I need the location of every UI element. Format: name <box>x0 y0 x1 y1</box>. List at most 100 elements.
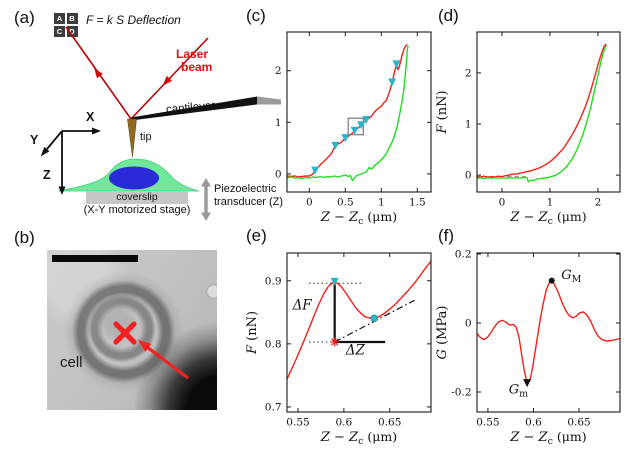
panel-c-label: (c) <box>246 6 266 25</box>
d-series-retract <box>476 44 607 183</box>
laser-beam-label-line2: beam <box>181 60 213 74</box>
c-ytick-label: 1 <box>275 117 282 129</box>
c-series-retract <box>286 45 409 182</box>
d-yaxis-label: F (nN) <box>435 90 450 134</box>
c-marker-tri-2 <box>341 134 350 143</box>
f-chart-svg: Gm GM 0.55 0.6 0.65 -0.2 0 0.2 Z − Zc (μm) G (MPa… <box>435 249 621 447</box>
e-xtick-label: 0.65 <box>378 417 401 429</box>
c-annotation-box <box>347 117 364 136</box>
c-marker-tri-0 <box>311 166 320 175</box>
c-marker-tri-3 <box>350 126 359 135</box>
e-ytick-label: 0.7 <box>265 401 282 413</box>
chart-panel-e: ΔF ΔZ 0.55 0.6 0.65 0.7 0.8 0.9 Z − Zc (μm) F (nN… <box>240 228 444 458</box>
c-xtick-label: 1 <box>378 197 385 209</box>
chart-panel-c: 0 0.5 1 1.5 0 1 2 Z − Zc (μm) <box>240 0 444 228</box>
f-annotation-text-0: Gm <box>509 383 528 400</box>
d-xaxis-label: Z − Zc (μm) <box>509 209 586 227</box>
c-ytick-label: 2 <box>275 65 282 77</box>
photodiode-quadrant-b: B <box>66 13 78 24</box>
e-series-force <box>286 260 432 380</box>
d-axes-box <box>476 31 621 193</box>
e-ytick-label: 0.9 <box>265 275 282 287</box>
panel-b-label: (b) <box>14 228 35 247</box>
e-marker-tri-0 <box>330 277 339 286</box>
e-annotation-text-5: ΔF <box>292 297 313 313</box>
c-chart-svg: 0 0.5 1 1.5 0 1 2 Z − Zc (μm) <box>275 31 432 227</box>
d-ytick-label: 1 <box>465 119 472 131</box>
afm-tip-shape <box>127 118 137 158</box>
panel-d-label: (d) <box>438 6 459 25</box>
e-chart-svg: ΔF ΔZ 0.55 0.6 0.65 0.7 0.8 0.9 Z − Zc (μm) F (nN… <box>245 252 432 447</box>
chart-panel-d: 0 1 2 0 1 2 Z − Zc (μm) F (nN) <box>430 0 644 228</box>
photodiode-quadrant-c: C <box>54 25 65 37</box>
f-ytick-label: 0.2 <box>455 249 472 261</box>
d-xtick-label: 0 <box>499 197 506 209</box>
c-xtick-label: 1.5 <box>409 197 426 209</box>
laser-beam-label: Laser beam <box>176 48 212 74</box>
e-xaxis-label: Z − Zc (μm) <box>320 429 397 447</box>
c-series-approach <box>286 44 408 178</box>
cell-nucleus-shape <box>109 166 159 190</box>
c-marker-tri-7 <box>392 60 401 69</box>
panel-a-label: (a) <box>14 8 35 27</box>
cantilever-shape <box>131 96 257 121</box>
e-marker-ast-2 <box>330 337 340 347</box>
f-yaxis-label: G (MPa) <box>435 306 450 360</box>
d-xtick-label: 2 <box>595 197 602 209</box>
d-xtick-label: 1 <box>547 197 554 209</box>
photodiode-quadrant-d: D <box>66 25 78 37</box>
chart-panel-f: Gm GM 0.55 0.6 0.65 -0.2 0 0.2 Z − Zc (μm) G (MPa… <box>430 228 644 458</box>
piezo-label-line2: transducer (Z) <box>214 196 284 208</box>
d-ytick-label: 0 <box>465 170 472 182</box>
f-xtick-label: 0.65 <box>567 417 590 429</box>
scale-bar <box>52 255 138 262</box>
photodiode-quadrant-detector: A B C D <box>54 13 78 37</box>
f-ytick-label: -0.2 <box>451 386 471 398</box>
d-series-approach <box>476 43 607 178</box>
micrograph-overlay <box>113 321 189 380</box>
c-marker-tri-4 <box>357 121 366 130</box>
laser-arrowhead-reflected <box>94 67 103 79</box>
f-marker-dot-1 <box>548 277 555 284</box>
f-annotation-text-1: GM <box>561 268 581 285</box>
cantilever-shape-faded-end <box>257 96 281 105</box>
e-yaxis-label: F (nN) <box>245 311 260 355</box>
c-marker-tri-1 <box>331 141 340 150</box>
force-formula-text: F = k S Deflection <box>86 13 181 27</box>
f-xtick-label: 0.55 <box>476 417 499 429</box>
target-x-icon <box>113 321 137 345</box>
d-chart-svg: 0 1 2 0 1 2 Z − Zc (μm) F (nN) <box>435 31 621 227</box>
tip-label: tip <box>140 131 152 143</box>
c-xtick-label: 0 <box>306 197 313 209</box>
f-axes-box <box>476 252 621 413</box>
laser-arrowhead-incident <box>162 75 173 86</box>
laser-beam-label-line1: Laser <box>176 47 209 61</box>
laser-beam-lines <box>65 26 209 120</box>
c-marker-tri-6 <box>388 78 397 87</box>
e-ytick-label: 0.8 <box>265 338 282 350</box>
f-xaxis-label: Z − Zc (μm) <box>509 429 586 447</box>
piezo-label-line1: Piezoelectric <box>214 183 277 195</box>
coverslip-shape <box>86 191 188 204</box>
photodiode-quadrant-a: A <box>54 13 65 24</box>
d-ytick-label: 2 <box>465 67 472 79</box>
afm-schematic-drawing <box>40 26 281 221</box>
coverslip-label: coverslip <box>116 191 158 203</box>
axis-x-label: X <box>86 110 95 124</box>
c-xtick-label: 0.5 <box>337 197 354 209</box>
panel-e-label: (e) <box>246 226 267 245</box>
e-annotation-text-6: ΔZ <box>345 342 366 358</box>
f-xtick-label: 0.6 <box>525 417 542 429</box>
e-axes-box <box>286 252 432 413</box>
f-series-gradient <box>476 280 621 384</box>
e-xtick-label: 0.6 <box>336 417 353 429</box>
xyz-axes-arrows <box>40 127 101 195</box>
cell-micrograph: cell <box>47 250 217 410</box>
piezo-double-arrow-icon <box>201 178 211 221</box>
axis-z-label: Z <box>43 168 51 182</box>
f-ytick-label: 0 <box>465 318 472 330</box>
c-ytick-label: 0 <box>275 168 282 180</box>
c-marker-tri-5 <box>362 116 371 125</box>
stage-label: (X-Y motorized stage) <box>83 204 191 216</box>
